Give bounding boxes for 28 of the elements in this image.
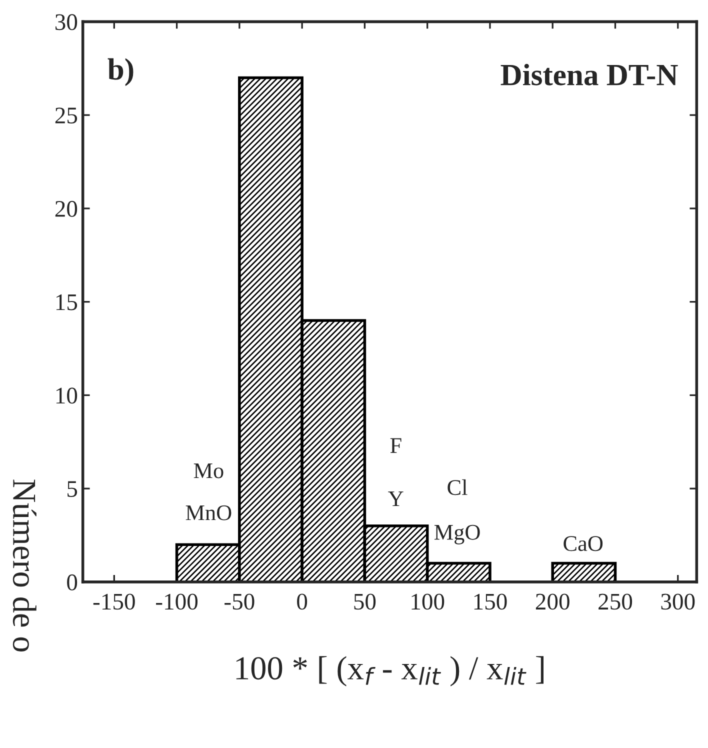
- x-tick-label: 300: [661, 594, 695, 610]
- y-tick-label: 5: [68, 481, 78, 497]
- x-tick-label: 250: [598, 594, 632, 610]
- annotation: MnO: [186, 505, 232, 520]
- x-tick-label: -50: [224, 594, 254, 610]
- x-axis-title: 100 * [ (x$_{f}$ - x$_{lit}$ ) / x$_{lit}$ ]: [236, 656, 544, 686]
- annotation: Y: [388, 492, 404, 506]
- x-tick-label: -100: [156, 594, 198, 610]
- x-tick-label: -150: [93, 594, 135, 610]
- x-tick-label: 150: [474, 594, 507, 610]
- y-tick-label: 20: [55, 200, 78, 217]
- annotation: Mo: [194, 463, 224, 478]
- y-tick-label: 30: [55, 14, 78, 30]
- x-tick-label: 200: [536, 594, 570, 610]
- y-tick-label: 15: [56, 294, 78, 310]
- y-tick-label: 25: [55, 108, 78, 124]
- y-axis-title: Número de o: [12, 480, 36, 652]
- x-tick-label: 50: [354, 594, 376, 610]
- annotation: Cl: [448, 479, 468, 496]
- annotation: CaO: [564, 536, 603, 552]
- annotation: MgO: [434, 524, 480, 544]
- x-tick-label: 0: [297, 594, 308, 610]
- y-tick-label: 10: [56, 388, 78, 404]
- text: Distena DT-N: [500, 64, 678, 86]
- annotation: F: [390, 438, 402, 453]
- annotation: b): [108, 58, 134, 86]
- x-tick-label: 100: [412, 594, 444, 610]
- y-tick-label: 0: [67, 574, 78, 590]
